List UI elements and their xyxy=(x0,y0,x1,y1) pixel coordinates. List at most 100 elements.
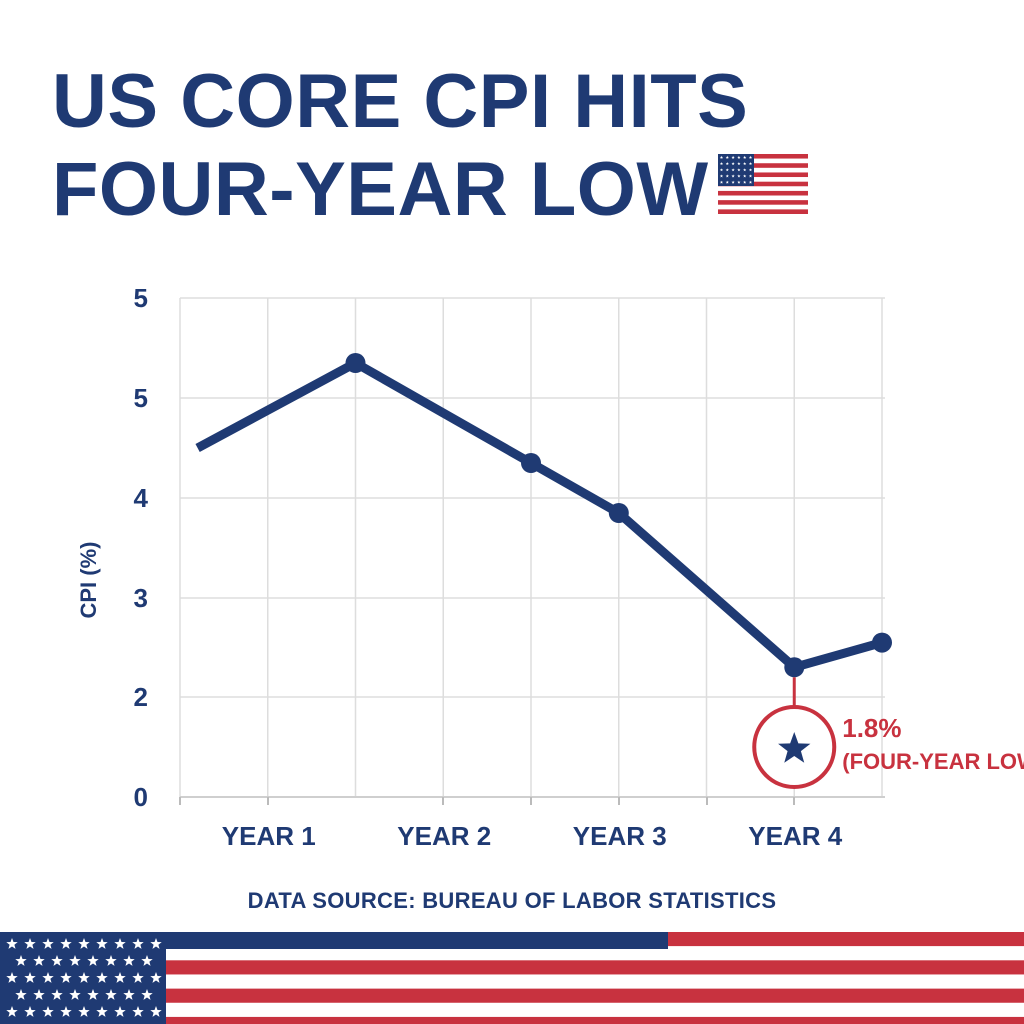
banner-stripe xyxy=(0,988,1024,1003)
y-tick-label: 2 xyxy=(134,682,148,712)
banner-star xyxy=(78,972,90,983)
banner-stripe xyxy=(0,974,1024,989)
banner-stripe xyxy=(0,960,1024,975)
banner-star xyxy=(60,938,72,949)
chart-axes xyxy=(179,796,885,805)
banner-star xyxy=(6,938,18,949)
flag-stripe xyxy=(718,195,808,201)
flag-stripe xyxy=(718,163,808,168)
flag-star xyxy=(748,168,753,172)
x-tick-label: YEAR 2 xyxy=(397,821,491,851)
us-flag-icon xyxy=(718,154,808,214)
flag-star xyxy=(725,174,729,178)
banner-star xyxy=(78,1006,90,1017)
flag-star xyxy=(731,174,735,178)
flag-stripe xyxy=(718,154,808,159)
flag-star xyxy=(737,155,741,159)
annotation-value: 1.8% xyxy=(842,713,901,743)
banner-stripes xyxy=(0,932,1024,1024)
flag-star xyxy=(748,162,753,166)
flag-star xyxy=(737,180,741,184)
flag-stripe xyxy=(718,204,808,210)
banner-star xyxy=(6,972,18,983)
banner-star xyxy=(123,989,135,1000)
flag-stripe xyxy=(718,167,808,173)
banner-star xyxy=(60,972,72,983)
banner-star xyxy=(24,972,36,983)
banner-stripe xyxy=(0,1002,1024,1018)
cpi-series xyxy=(195,353,892,678)
y-axis-label: CPI (%) xyxy=(76,542,101,619)
flag-star xyxy=(719,168,724,172)
flag-star xyxy=(737,168,741,172)
banner-star xyxy=(60,1006,72,1017)
y-tick-label: 4 xyxy=(134,483,149,513)
flag-star xyxy=(743,162,747,166)
banner-star xyxy=(114,972,126,983)
banner-star xyxy=(96,972,108,983)
banner-star xyxy=(51,955,63,966)
headline-line-1: US CORE CPI HITS xyxy=(52,59,749,144)
y-tick-label: 0 xyxy=(134,782,148,812)
banner-star xyxy=(42,938,54,949)
banner-star xyxy=(15,989,27,1000)
data-source-note: DATA SOURCE: BUREAU OF LABOR STATISTICS xyxy=(247,888,777,913)
cpi-data-point xyxy=(872,632,892,653)
flag-stripe xyxy=(718,181,808,187)
flag-star xyxy=(719,180,724,184)
banner-stripe xyxy=(0,946,1024,961)
banner-stripe xyxy=(0,1016,1024,1024)
flag-star xyxy=(737,162,741,166)
flag-stripe xyxy=(718,177,808,182)
flag-star xyxy=(719,155,724,159)
banner-star xyxy=(96,1006,108,1017)
banner-star xyxy=(87,989,99,1000)
banner-star xyxy=(15,955,27,966)
flag-star xyxy=(719,174,724,178)
chart-grid xyxy=(179,297,885,798)
flag-stripe xyxy=(718,209,808,214)
us-flag-banner xyxy=(0,932,1024,1024)
banner-star xyxy=(150,1006,162,1017)
flag-star xyxy=(719,162,724,166)
flag-stripe xyxy=(718,186,808,192)
flag-stripes xyxy=(718,154,808,214)
x-tick-label: YEAR 1 xyxy=(222,821,316,851)
flag-star xyxy=(743,168,747,172)
flag-stripe xyxy=(718,158,808,164)
banner-star xyxy=(105,955,117,966)
headline-line-2: FOUR-YEAR LOW xyxy=(52,147,709,232)
banner-star xyxy=(33,955,45,966)
flag-star xyxy=(725,168,729,172)
banner-star xyxy=(33,989,45,1000)
y-tick-labels: 0 2 3 4 5 5 xyxy=(134,283,149,812)
flag-star xyxy=(748,174,753,178)
banner-star xyxy=(87,955,99,966)
banner-star xyxy=(150,938,162,949)
flag-star xyxy=(743,180,747,184)
flag-star xyxy=(731,155,735,159)
banner-star xyxy=(78,938,90,949)
banner-star xyxy=(24,1006,36,1017)
banner-star xyxy=(114,938,126,949)
cpi-series-line xyxy=(195,358,884,672)
cpi-data-point xyxy=(784,657,805,678)
x-tick-label: YEAR 4 xyxy=(748,821,842,851)
flag-star xyxy=(748,155,753,159)
banner-star xyxy=(24,938,36,949)
banner-top-band xyxy=(0,932,668,949)
banner-star xyxy=(69,989,81,1000)
flag-stripe xyxy=(718,190,808,196)
banner-star xyxy=(6,1006,18,1017)
y-tick-label: 5 xyxy=(134,383,148,413)
banner-star xyxy=(114,1006,126,1017)
cpi-data-point xyxy=(608,503,629,523)
flag-star xyxy=(725,155,729,159)
banner-star xyxy=(42,1006,54,1017)
flag-stripe xyxy=(718,172,808,178)
banner-star xyxy=(132,938,144,949)
flag-star xyxy=(731,168,735,172)
flag-star xyxy=(743,155,747,159)
banner-star xyxy=(96,938,108,949)
